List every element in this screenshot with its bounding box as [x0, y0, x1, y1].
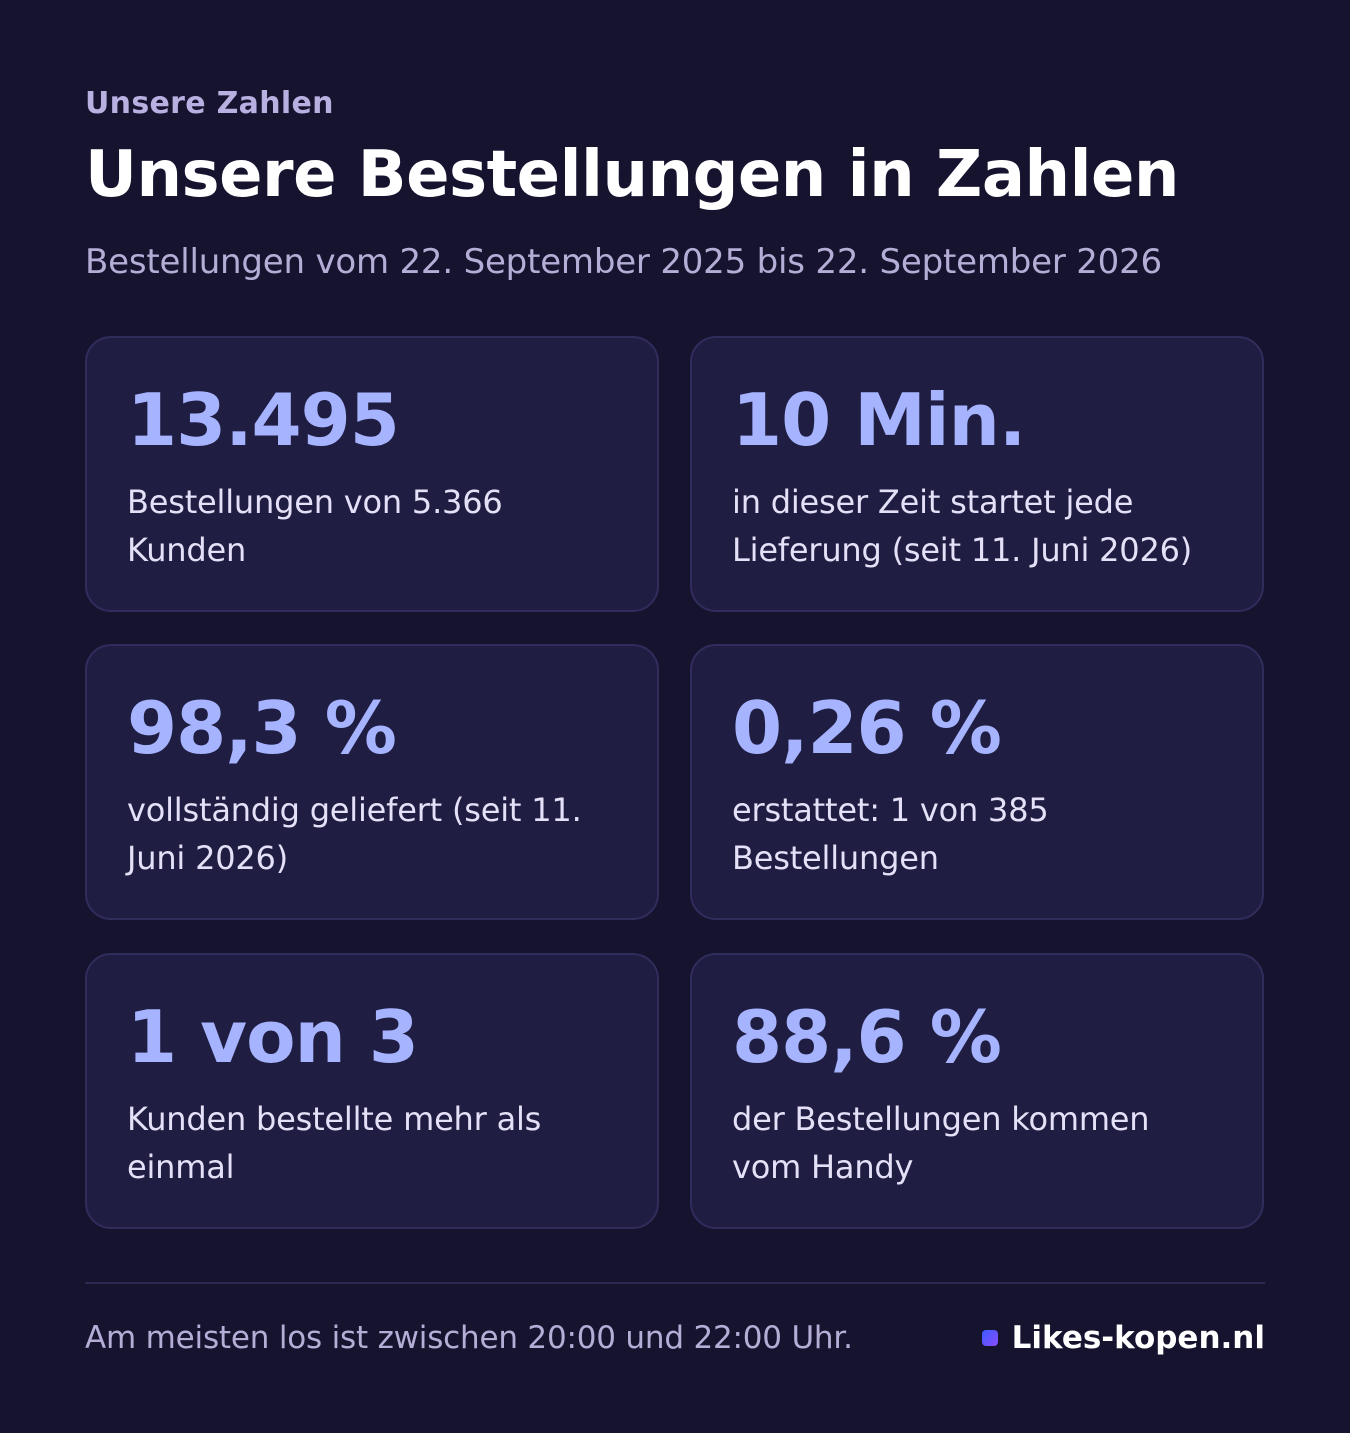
stat-description: in dieser Zeit startet jede Lieferung (s… — [732, 483, 1193, 569]
stat-value: 0,26 % — [732, 686, 1002, 770]
stats-page: Unsere Zahlen Unsere Bestellungen in Zah… — [85, 0, 1265, 1433]
stat-value: 88,6 % — [732, 995, 1002, 1079]
page-title: Unsere Bestellungen in Zahlen — [85, 138, 1179, 212]
stat-card-repeat-customers: 1 von 3 Kunden bestellte mehr als einmal — [85, 953, 659, 1229]
stat-value: 10 Min. — [732, 378, 1026, 462]
stat-card-mobile: 88,6 % der Bestellungen kommen vom Handy — [690, 953, 1264, 1229]
stat-card-orders: 13.495 Bestellungen von 5.366 Kunden — [85, 336, 659, 612]
stat-description: der Bestellungen kommen vom Handy — [732, 1100, 1150, 1186]
stat-value: 98,3 % — [127, 686, 397, 770]
brand-name: Likes-kopen.nl — [1011, 1320, 1265, 1356]
page-subtitle: Bestellungen vom 22. September 2025 bis … — [85, 242, 1162, 282]
stat-card-refunded: 0,26 % erstattet: 1 von 385 Bestellungen — [690, 644, 1264, 920]
stat-description: Kunden bestellte mehr als einmal — [127, 1100, 542, 1186]
stat-card-delivered: 98,3 % vollständig geliefert (seit 11. J… — [85, 644, 659, 920]
footer-divider — [85, 1282, 1265, 1284]
stat-description: Bestellungen von 5.366 Kunden — [127, 483, 503, 569]
stat-description: vollständig geliefert (seit 11. Juni 202… — [127, 791, 582, 877]
square-dot-icon — [981, 1330, 998, 1346]
stat-value: 13.495 — [127, 378, 400, 462]
footer-note: Am meisten los ist zwischen 20:00 und 22… — [85, 1320, 853, 1356]
stat-card-delivery-start: 10 Min. in dieser Zeit startet jede Lief… — [690, 336, 1264, 612]
eyebrow-label: Unsere Zahlen — [85, 86, 334, 121]
brand: Likes-kopen.nl — [981, 1320, 1265, 1356]
stat-description: erstattet: 1 von 385 Bestellungen — [732, 791, 1049, 877]
stat-value: 1 von 3 — [127, 995, 419, 1079]
